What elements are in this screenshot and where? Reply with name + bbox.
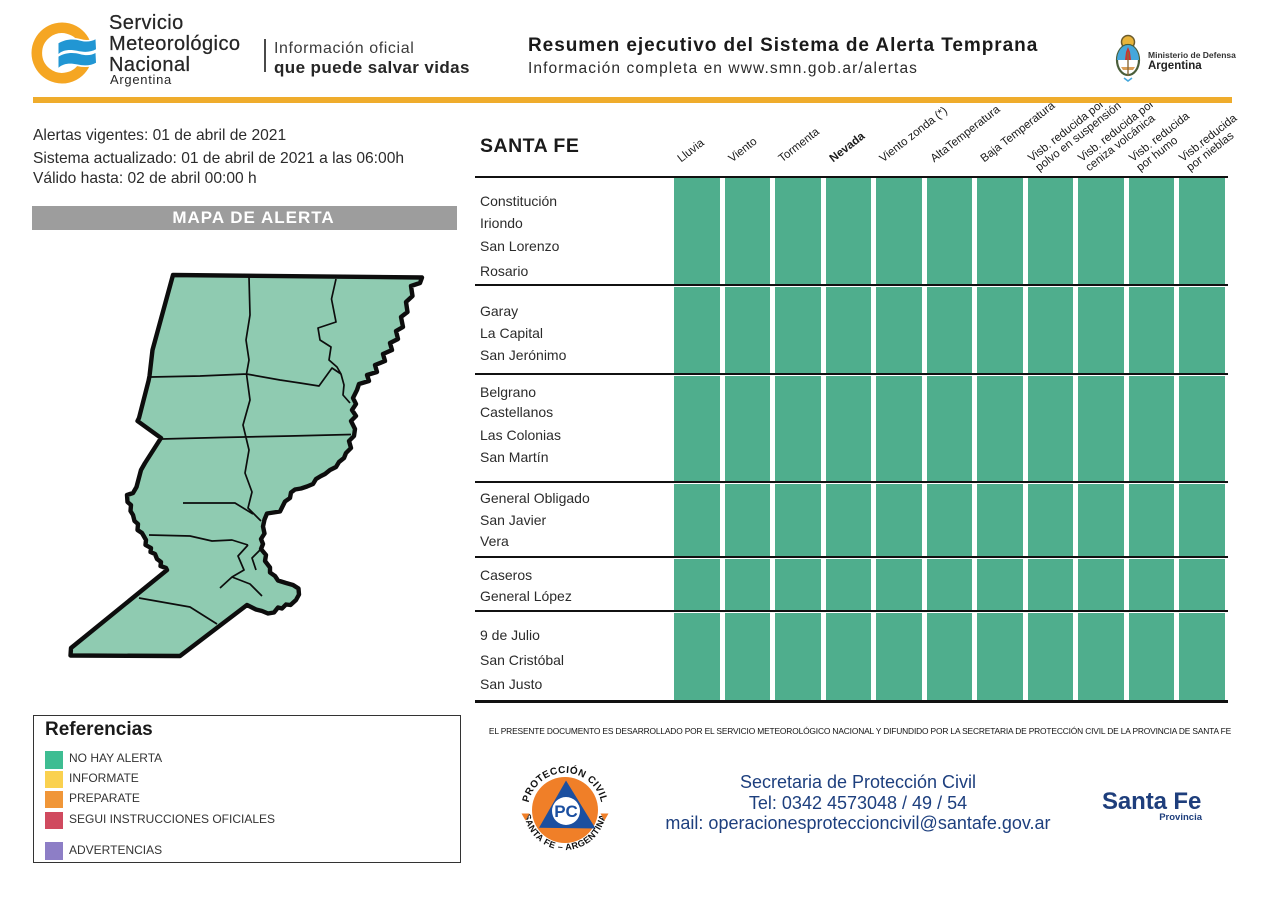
svg-text:PC: PC [554, 802, 578, 821]
